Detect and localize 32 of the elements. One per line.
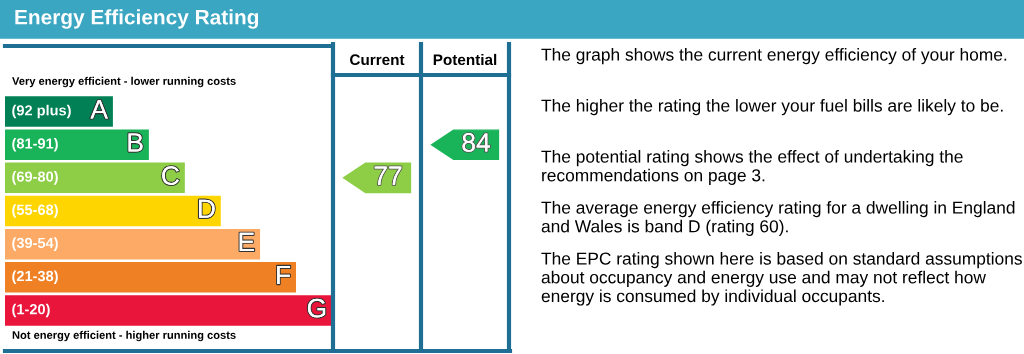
y-tick-label: E [239,232,255,251]
text: Current [350,54,405,66]
bar [5,129,149,160]
y-tick-label: C [162,166,179,185]
annotation: (55-68) [12,204,58,218]
annotation: (21-38) [12,270,58,285]
annotation: (1-20) [12,303,50,318]
y-tick-label: A [90,100,108,119]
text: 77 [374,166,402,185]
text: Potential [433,53,497,66]
bar [5,162,185,194]
y-tick-label: F [277,265,291,285]
text: The potential rating shows the effect of undertaking the recommendations on page 3. [541,150,963,185]
annotation: (69-80) [12,171,58,185]
annotation: (92 plus) [12,104,71,119]
y-tick-label: D [199,199,215,218]
bar [5,228,261,260]
bar [5,262,297,293]
y-tick-label: B [128,133,143,152]
text: Very energy efficient - lower running costs [12,76,236,88]
bar [5,295,332,326]
chart-title: Energy Efficiency Rating [15,9,259,29]
text: Not energy efficient - higher running costs [12,330,236,342]
text: 84 [462,133,490,152]
annotation: (81-91) [12,137,58,152]
text: The EPC rating shown here is based on standard assumptions about occupancy and energy use and may not reflect how energy is consumed by individual occupants. [541,252,1022,306]
annotation: (39-54) [12,237,58,251]
text: The graph shows the current energy efficiency of your home. [541,48,1007,65]
y-tick-label: G [307,298,326,318]
text: The average energy efficiency rating for a dwelling in England and Wales is band D (rating 60). [541,201,1015,236]
text: The higher the rating the lower your fuel bills are likely to be. [541,99,1003,116]
bar [5,195,221,227]
